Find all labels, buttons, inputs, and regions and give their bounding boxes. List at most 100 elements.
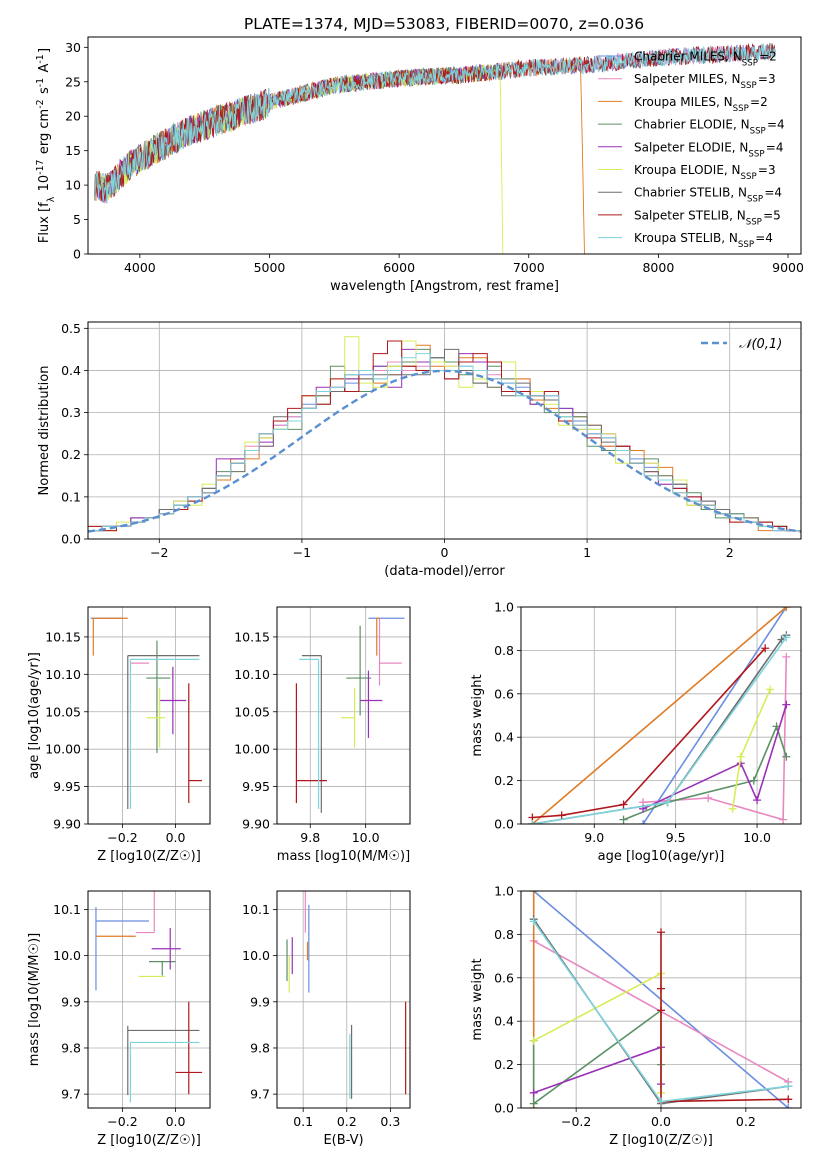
- x-tick-label: 0.0: [166, 830, 186, 845]
- x-tick-label: −1: [293, 545, 311, 560]
- axes-frame: [276, 890, 411, 1109]
- x-axis-label: wavelength [Angstrom, rest frame]: [330, 279, 559, 294]
- y-tick-label: 0.6: [494, 970, 514, 985]
- y-tick-label: 10: [65, 178, 81, 193]
- y-axis-label: Normed distribution: [37, 366, 52, 496]
- weight-marker: [728, 804, 737, 813]
- y-tick-label: 0.2: [494, 773, 514, 788]
- y-tick-label: 10.1: [53, 902, 81, 917]
- weight-marker: [657, 928, 665, 937]
- y-tick-label: 25: [65, 74, 81, 89]
- x-tick-label: 2: [726, 545, 734, 560]
- x-tick-label: 9000: [772, 260, 804, 275]
- y-tick-label: 9.90: [53, 817, 81, 832]
- normal-curve: [88, 369, 801, 533]
- spectrum-line: [94, 43, 776, 204]
- weight-line: [533, 1046, 662, 1094]
- y-tick-label: 9.95: [242, 779, 270, 794]
- y-axis-label: mass weight: [470, 958, 485, 1040]
- y-tick-label: 9.8: [250, 1040, 270, 1055]
- y-tick-label: 10.15: [234, 629, 270, 644]
- y-tick-label: 0.4: [494, 1014, 514, 1029]
- plot-area: [90, 617, 203, 810]
- spectrum-line: [94, 64, 497, 201]
- x-tick-label: 0.0: [651, 1114, 671, 1129]
- x-tick-label: 8000: [642, 260, 674, 275]
- x-tick-label: 0.2: [736, 1114, 756, 1129]
- y-tick-label: 10.00: [234, 742, 270, 757]
- y-tick-label: 0.4: [61, 363, 81, 378]
- y-tick-label: 10.00: [45, 742, 81, 757]
- x-tick-label: 0.1: [293, 1114, 313, 1129]
- y-tick-label: 0.2: [494, 1057, 514, 1072]
- y-tick-label: 0.8: [494, 927, 514, 942]
- weight-line: [643, 656, 788, 821]
- weight-marker: [619, 800, 628, 809]
- weight-line: [531, 607, 787, 824]
- weight-marker: [704, 793, 713, 802]
- weight-marker: [782, 700, 791, 709]
- y-tick-label: 0.6: [494, 686, 514, 701]
- y-tick-label: 0.8: [494, 643, 514, 658]
- weight-marker: [779, 815, 788, 824]
- spectrum-panel: 4000 5000 6000 7000 8000 9000 0 5 10 15 20 25 30 wave…: [35, 36, 804, 294]
- legend-label: Salpeter ELODIE, NSSP =4: [634, 140, 783, 159]
- weight-marker: [657, 984, 665, 993]
- weight-marker: [529, 891, 538, 895]
- y-tick-label: 30: [65, 40, 81, 55]
- y-axis-label: mass weight: [470, 674, 485, 756]
- x-axis-label: Z [log10(Z/Z☉)]: [609, 1133, 713, 1148]
- plot-area: [286, 891, 407, 1099]
- y-tick-label: 10.05: [45, 704, 81, 719]
- weight-marker: [782, 633, 791, 642]
- x-axis-label: age [log10(age/yr)]: [598, 849, 725, 864]
- y-axis-label: Flux [fλ 10-17 erg cm-2 s-1 A-1 ]: [35, 48, 57, 243]
- weight-line: [731, 689, 771, 809]
- weight-marker: [782, 652, 791, 661]
- plot-area: [295, 617, 405, 813]
- y-tick-label: 9.95: [53, 779, 81, 794]
- y-tick-label: 15: [65, 143, 81, 158]
- weight-marker: [529, 1088, 538, 1097]
- weight-marker: [736, 752, 745, 761]
- ebv-mass-panel: 0.1 0.2 0.3 9.7 9.8 9.9 10.0 10.1 E(B-V): [242, 890, 411, 1148]
- y-tick-label: 9.8: [61, 1040, 81, 1055]
- y-tick-label: 10.15: [45, 629, 81, 644]
- weight-marker: [784, 1104, 793, 1108]
- y-tick-label: 1.0: [494, 600, 514, 615]
- y-tick-label: 0.0: [494, 817, 514, 832]
- y-tick-label: 0.0: [494, 1101, 514, 1116]
- legend-label: Kroupa MILES, NSSP =2: [634, 95, 768, 114]
- weight-line: [532, 647, 766, 819]
- y-tick-label: 9.7: [61, 1087, 81, 1102]
- y-tick-label: 9.9: [250, 994, 270, 1009]
- axes-frame: [87, 606, 211, 825]
- axes-frame: [520, 606, 802, 825]
- y-tick-label: 10.10: [45, 667, 81, 682]
- x-axis-label: E(B-V): [323, 1133, 363, 1148]
- weight-marker: [639, 820, 648, 824]
- weight-marker: [782, 752, 791, 761]
- weight-marker: [657, 1006, 665, 1015]
- x-tick-label: 0.2: [337, 1114, 357, 1129]
- y-tick-label: 0.2: [61, 447, 81, 462]
- x-tick-label: 4000: [124, 260, 156, 275]
- legend-label: 𝒩(0,1): [739, 337, 782, 352]
- x-tick-label: 0.0: [166, 1114, 186, 1129]
- legend-label: Salpeter MILES, NSSP =3: [634, 72, 776, 91]
- axes-frame: [87, 36, 802, 255]
- weight-marker: [619, 815, 628, 824]
- x-tick-label: −0.2: [107, 830, 137, 845]
- weight-marker: [529, 917, 538, 926]
- y-tick-label: 1.0: [494, 884, 514, 899]
- axes-frame: [520, 890, 802, 1109]
- mass-age-panel: 9.8 10.0 9.90 9.95 10.00 10.05 10.10 10.15 mass …: [234, 606, 411, 864]
- axes-frame: [87, 321, 802, 540]
- x-tick-label: 10.0: [352, 830, 380, 845]
- legend-label: Kroupa ELODIE, NSSP =3: [634, 163, 776, 182]
- plot-area: [528, 607, 791, 824]
- y-tick-label: 10.05: [234, 704, 270, 719]
- y-tick-label: 20: [65, 109, 81, 124]
- y-tick-label: 0.0: [61, 532, 81, 547]
